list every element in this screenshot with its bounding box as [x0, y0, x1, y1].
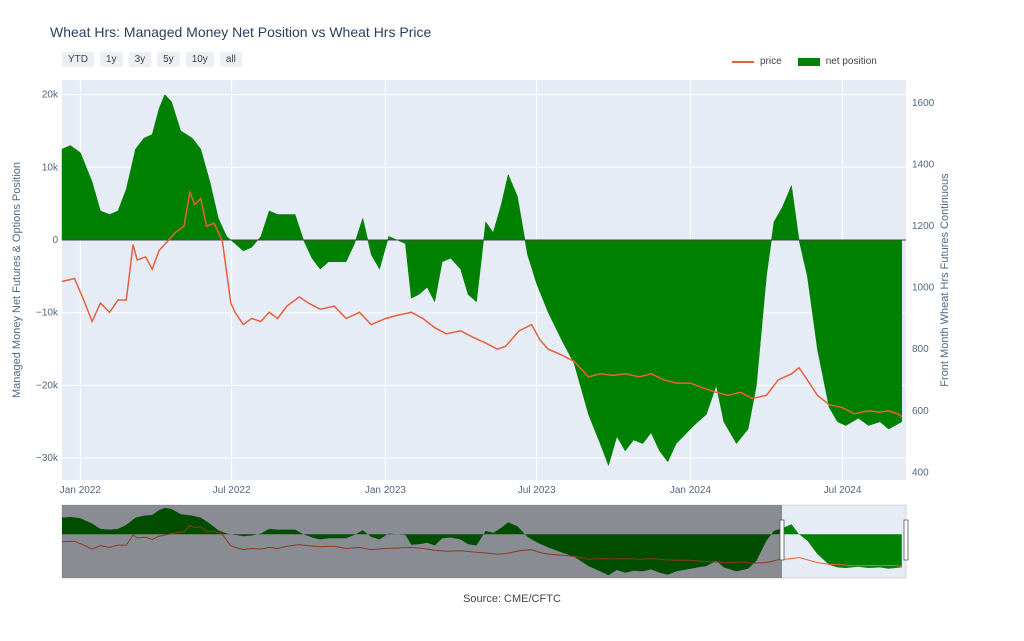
range-button-1y[interactable]: 1y: [100, 52, 123, 67]
legend-price-swatch[interactable]: [732, 60, 754, 63]
chart-title: Wheat Hrs: Managed Money Net Position vs…: [50, 24, 432, 40]
y-left-tick-4: −20k: [36, 380, 59, 391]
y-left-tick-2: 0: [52, 235, 58, 246]
range-button-all[interactable]: all: [219, 52, 242, 67]
range-slider-net-position-area: [62, 507, 902, 576]
range-slider-mask: [62, 505, 782, 578]
series-price-line: [61, 189, 903, 418]
y-right-tick-3: 1000: [912, 283, 935, 294]
x-tick-5: Jul 2024: [824, 485, 862, 496]
x-tick-0: Jan 2022: [60, 485, 102, 496]
range-button-ytd[interactable]: YTD: [62, 52, 94, 67]
x-tick-3: Jul 2023: [518, 485, 556, 496]
y-right-tick-5: 600: [912, 406, 929, 417]
range-button-5y[interactable]: 5y: [157, 52, 180, 67]
source-caption: Source: CME/CFTC: [463, 593, 561, 605]
y-left-tick-0: 20k: [42, 90, 59, 101]
series-net-position-area: [61, 94, 903, 467]
y-right-tick-1: 1400: [912, 160, 935, 171]
x-tick-2: Jan 2023: [365, 485, 407, 496]
legend-net-position-swatch[interactable]: [797, 57, 820, 66]
range-slider-price-line: [61, 524, 902, 567]
legend: price net position: [732, 56, 877, 67]
range-button-3y[interactable]: 3y: [128, 52, 152, 67]
y-left-tick-1: 10k: [42, 162, 59, 173]
y-right-tick-2: 1200: [912, 221, 935, 232]
range-selector: YTD 1y 3y 5y 10y all: [62, 52, 242, 67]
y-right-tick-4: 800: [912, 344, 929, 355]
legend-price-label[interactable]: price: [760, 56, 782, 67]
range-slider-handle-left[interactable]: [779, 519, 785, 561]
y-left-tick-5: −30k: [36, 453, 59, 464]
range-slider-handle-right[interactable]: [903, 519, 909, 561]
y-left-axis-title: Managed Money Net Futures & Options Posi…: [11, 162, 23, 398]
y-left-tick-3: −10k: [36, 308, 59, 319]
x-tick-4: Jan 2024: [670, 485, 712, 496]
y-right-tick-0: 1600: [912, 98, 935, 109]
range-button-10y[interactable]: 10y: [185, 52, 214, 67]
y-right-axis-title: Front Month Wheat Hrs Futures Continuous: [939, 173, 951, 387]
x-tick-1: Jul 2022: [213, 485, 251, 496]
legend-net-position-label[interactable]: net position: [825, 56, 877, 67]
y-right-tick-6: 400: [912, 467, 929, 478]
